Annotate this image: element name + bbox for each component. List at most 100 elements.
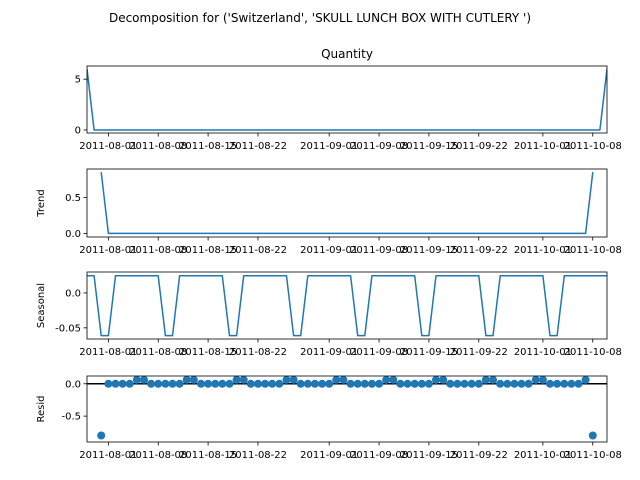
resid-point (375, 379, 384, 388)
xtick-label: 2011-09-01 (300, 141, 358, 152)
series-line-seasonal (87, 275, 607, 337)
axes-frame-trend (86, 168, 608, 238)
resid-point (517, 379, 526, 388)
xtick-label: 2011-08-08 (129, 245, 187, 256)
ylabel-seasonal: Seasonal (36, 283, 47, 328)
resid-point (410, 379, 419, 388)
panel-resid: Resid -0.5 0.0 2011-08-012011-08-082011-08-… (36, 375, 622, 461)
resid-point (218, 379, 227, 388)
ytick-label: 0 (75, 125, 81, 136)
resid-point (204, 379, 213, 388)
resid-point (346, 379, 355, 388)
resid-point (261, 379, 270, 388)
xtick-label: 2011-09-08 (350, 450, 408, 461)
xtick-label: 2011-08-01 (79, 245, 137, 256)
resid-point (546, 379, 554, 388)
ylabel-resid: Resid (36, 396, 47, 423)
ytick-label: 0.5 (65, 193, 81, 204)
xtick-label: 2011-10-08 (564, 347, 622, 358)
xtick-label: 2011-08-08 (129, 450, 187, 461)
xtick-label: 2011-08-22 (229, 141, 287, 152)
resid-point (339, 376, 348, 384)
xtick-label: 2011-10-01 (514, 450, 572, 461)
xtick-label: 2011-08-15 (179, 450, 237, 461)
xtick-label: 2011-09-01 (300, 450, 358, 461)
resid-point (503, 379, 512, 388)
resid-point (232, 376, 241, 384)
plot-area-resid (87, 376, 607, 440)
xtick-label: 2011-09-08 (350, 347, 408, 358)
xtick-label: 2011-08-01 (79, 450, 137, 461)
plot-area-seasonal (87, 275, 607, 337)
xtick-label: 2011-09-15 (400, 141, 458, 152)
resid-point (446, 379, 455, 388)
resid-point (239, 376, 248, 384)
axes-frame-observed (86, 65, 608, 134)
resid-point (111, 379, 120, 388)
xtick-label: 2011-09-22 (450, 347, 508, 358)
resid-point (524, 379, 533, 388)
xtick-label: 2011-10-01 (514, 245, 572, 256)
resid-point (496, 379, 505, 388)
resid-point (125, 379, 134, 388)
ytick-label: 5 (75, 75, 81, 86)
resid-point (574, 379, 583, 388)
xtick-label: 2011-10-08 (564, 450, 622, 461)
figure-suptitle: Decomposition for ('Switzerland', 'SKULL… (109, 11, 531, 25)
resid-point (538, 376, 547, 384)
resid-point (332, 376, 341, 384)
resid-point (118, 379, 127, 388)
axes-frame-seasonal (86, 271, 608, 340)
resid-point (211, 379, 220, 388)
resid-point (560, 379, 569, 388)
xtick-label: 2011-08-01 (79, 347, 137, 358)
panel-observed: Quantity 0 5 2011-08-012011-08-082011-08-15… (75, 47, 622, 152)
ytick-label: 0.0 (65, 379, 81, 390)
resid-point (310, 379, 319, 388)
resid-point (403, 379, 412, 388)
xtick-label: 2011-09-22 (450, 141, 508, 152)
xtick-label: 2011-09-15 (400, 245, 458, 256)
resid-point (489, 376, 497, 384)
xtick-label: 2011-09-01 (300, 245, 358, 256)
resid-point (439, 376, 448, 384)
xtick-label: 2011-09-15 (400, 347, 458, 358)
resid-point (389, 376, 398, 384)
resid-point (318, 379, 327, 388)
panel-trend: Trend 0.0 0.5 2011-08-012011-08-082011-08-1… (36, 168, 622, 256)
xtick-label: 2011-08-08 (129, 141, 187, 152)
resid-point (132, 376, 141, 384)
resid-point (140, 376, 148, 384)
ytick-label: -0.05 (55, 323, 81, 334)
resid-point (531, 376, 540, 384)
resid-point (175, 379, 184, 388)
resid-point (303, 379, 312, 388)
xtick-label: 2011-09-01 (300, 347, 358, 358)
xtick-label: 2011-09-08 (350, 245, 408, 256)
xtick-label: 2011-10-08 (564, 141, 622, 152)
resid-point (432, 376, 440, 384)
resid-point (581, 376, 590, 384)
xtick-label: 2011-09-08 (350, 141, 408, 152)
xtick-label: 2011-10-01 (514, 141, 572, 152)
resid-point (246, 379, 255, 388)
xtick-label: 2011-08-22 (229, 245, 287, 256)
plot-area-observed (87, 68, 607, 131)
resid-point (254, 379, 262, 388)
plot-area-trend (100, 172, 594, 235)
resid-point (481, 376, 490, 384)
ytick-label: 0.0 (65, 288, 81, 299)
panel-seasonal: Seasonal-0.050.02011-08-012011-08-082011… (36, 271, 622, 358)
xtick-label: 2011-08-15 (179, 245, 237, 256)
resid-point (282, 376, 291, 384)
resid-point (154, 379, 163, 388)
ytick-label: -0.5 (61, 412, 81, 423)
resid-point (417, 379, 426, 388)
resid-point (296, 379, 305, 388)
resid-point (588, 431, 597, 440)
xtick-label: 2011-08-15 (179, 347, 237, 358)
xtick-label: 2011-10-08 (564, 245, 622, 256)
xtick-label: 2011-09-15 (400, 450, 458, 461)
resid-point (367, 379, 376, 388)
resid-point (567, 379, 576, 388)
